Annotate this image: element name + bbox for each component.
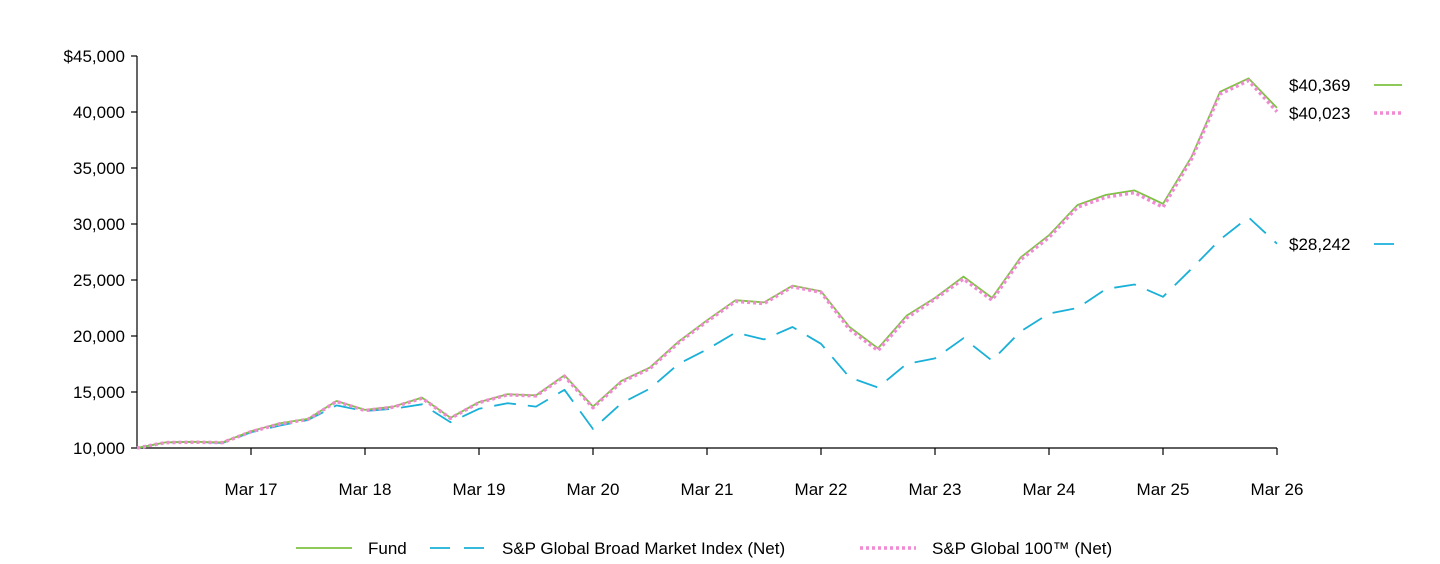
x-tick-label: Mar 25 xyxy=(1137,480,1190,499)
y-tick-label: 35,000 xyxy=(73,159,125,178)
end-labels: $40,369 $40,023 $28,242 xyxy=(1289,76,1402,254)
y-tick-label: 20,000 xyxy=(73,327,125,346)
series-line-2 xyxy=(136,78,1279,450)
x-tick-label: Mar 18 xyxy=(339,480,392,499)
x-tick-label: Mar 17 xyxy=(225,480,278,499)
legend: Fund S&P Global Broad Market Index (Net) S… xyxy=(296,539,1112,558)
y-tick-label: 40,000 xyxy=(73,103,125,122)
series-line-0 xyxy=(136,77,1278,449)
y-tick-label: $45,000 xyxy=(64,47,125,66)
x-tick-label: Mar 24 xyxy=(1023,480,1076,499)
x-tick-label: Mar 23 xyxy=(909,480,962,499)
y-tick-label: 15,000 xyxy=(73,383,125,402)
legend-label: S&P Global 100™ (Net) xyxy=(932,539,1112,558)
x-tick-label: Mar 19 xyxy=(453,480,506,499)
axes: 10,000 15,000 20,000 25,000 30,000 35,000 40,0… xyxy=(64,47,1304,499)
y-tick-label: 25,000 xyxy=(73,271,125,290)
x-tick-label: Mar 20 xyxy=(567,480,620,499)
end-value-label: $40,369 xyxy=(1289,76,1350,95)
end-value-label: $28,242 xyxy=(1289,235,1350,254)
y-tick-label: 10,000 xyxy=(73,439,125,458)
series-line-1 xyxy=(136,216,1278,449)
series-layer xyxy=(136,77,1279,450)
x-tick-label: Mar 26 xyxy=(1251,480,1304,499)
legend-label: Fund xyxy=(368,539,407,558)
legend-label: S&P Global Broad Market Index (Net) xyxy=(502,539,785,558)
y-tick-label: 30,000 xyxy=(73,215,125,234)
x-tick-label: Mar 21 xyxy=(681,480,734,499)
end-value-label: $40,023 xyxy=(1289,104,1350,123)
x-tick-label: Mar 22 xyxy=(795,480,848,499)
